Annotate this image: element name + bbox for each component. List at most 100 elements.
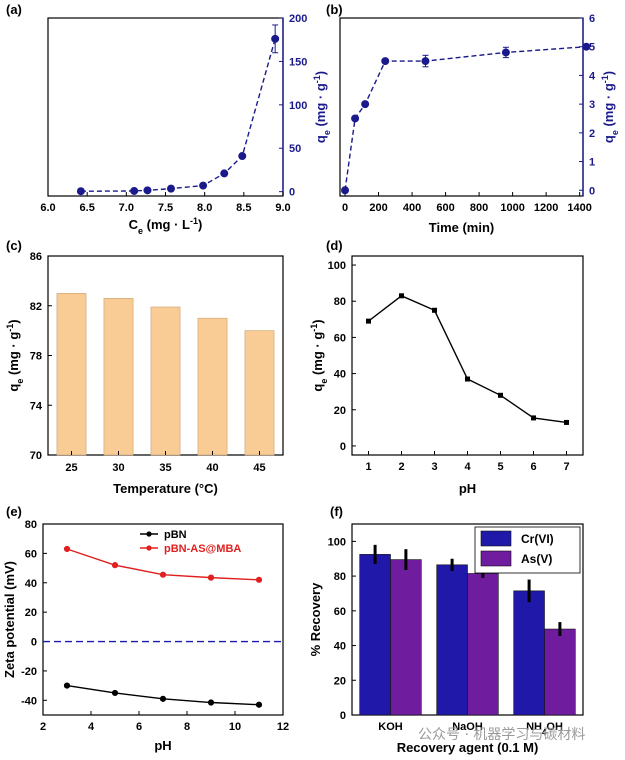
data-point-d (432, 307, 437, 313)
y-tick-label-e: 60 (25, 548, 37, 560)
x-axis-label-d: pH (459, 481, 476, 496)
bar-c (56, 293, 87, 456)
x-axis-label-a: Ce (mg · L-1) (129, 216, 203, 236)
y-tick-label-d: 80 (334, 296, 346, 308)
x-tick-label-b: 1400 (567, 202, 591, 214)
data-point-b (421, 57, 430, 66)
y-tick-label-a: 200 (289, 13, 307, 25)
x-tick-label-e: 6 (136, 721, 142, 733)
x-tick-label-d: 5 (497, 461, 503, 473)
data-point-a (166, 184, 175, 193)
data-point-e-1 (159, 571, 167, 578)
x-tick-label-b: 1200 (534, 202, 558, 214)
y-tick-label-c: 82 (30, 301, 42, 313)
y-tick-label-f: 40 (334, 641, 346, 653)
x-tick-label-b: 0 (342, 202, 348, 214)
data-point-e-0 (159, 695, 167, 702)
data-point-d (399, 293, 404, 299)
x-tick-label-e: 10 (229, 721, 241, 733)
y-tick-label-a: 0 (289, 187, 295, 199)
y-tick-label-e: 0 (31, 637, 37, 649)
y-tick-label-b: 6 (589, 13, 595, 25)
series-line-a (80, 38, 276, 192)
y-tick-label-b: 4 (589, 70, 596, 82)
series-line-d (368, 294, 567, 424)
bar-c (197, 317, 228, 456)
x-tick-label-b: 800 (470, 202, 488, 214)
y-tick-label-d: 100 (328, 260, 346, 272)
x-tick-label-a: 8.5 (236, 202, 251, 214)
y-tick-label-f: 60 (334, 606, 346, 618)
y-axis-label-e: Zeta potential (mV) (2, 561, 17, 678)
plot-frame-e (42, 523, 284, 716)
x-tick-label-e: 12 (277, 721, 289, 733)
data-point-e-0 (255, 701, 263, 708)
y-tick-label-f: 80 (334, 571, 346, 583)
data-point-b (341, 186, 350, 195)
legend-label-e: pBN-AS@MBA (164, 543, 241, 555)
x-tick-label-c: 35 (159, 462, 171, 474)
legend-label-f: As(V) (521, 552, 552, 566)
bar-as (544, 628, 576, 716)
x-tick-label-b: 600 (436, 202, 454, 214)
y-tick-label-c: 70 (30, 450, 42, 462)
y-tick-label-d: 40 (334, 369, 346, 381)
legend-label-e: pBN (164, 529, 187, 541)
y-tick-label-f: 100 (328, 536, 346, 548)
data-point-a (220, 169, 229, 178)
x-tick-label-d: 6 (530, 461, 536, 473)
data-point-a (143, 186, 152, 195)
bar-cr (359, 554, 391, 716)
y-tick-label-e: -40 (21, 695, 37, 707)
y-axis-label-f: % Recovery (308, 582, 323, 656)
x-axis-label-b: Time (min) (429, 220, 495, 235)
x-tick-label-d: 2 (398, 461, 404, 473)
panel-label-b: (b) (326, 2, 343, 17)
x-tick-label-d: 1 (365, 461, 371, 473)
y-tick-label-b: 0 (589, 185, 595, 197)
x-tick-label-e: 4 (88, 721, 95, 733)
x-tick-label-e: 8 (184, 721, 190, 733)
y-tick-label-b: 2 (589, 128, 595, 140)
legend-marker-e (146, 531, 152, 537)
x-tick-label-c: 30 (112, 462, 124, 474)
y-tick-label-c: 78 (30, 351, 42, 363)
data-point-d (366, 318, 371, 324)
y-tick-label-b: 3 (589, 99, 595, 111)
y-tick-label-e: 20 (25, 607, 37, 619)
x-tick-label-c: 25 (65, 462, 77, 474)
x-axis-label-c: Temperature (°C) (113, 481, 218, 496)
legend-swatch-f (480, 550, 512, 567)
bar-c (103, 297, 134, 456)
y-tick-label-f: 20 (334, 675, 346, 687)
data-point-a (199, 181, 208, 190)
data-point-d (498, 392, 503, 398)
panel-label-e: (e) (6, 504, 22, 519)
series-line-b (344, 46, 587, 191)
x-tick-label-d: 4 (464, 461, 471, 473)
x-tick-label-b: 1000 (500, 202, 524, 214)
data-point-d (465, 376, 470, 382)
bar-c (244, 330, 275, 456)
data-point-b (582, 42, 591, 51)
watermark-text: 公众号 · 机器学习与碳材料 (418, 727, 586, 743)
panel-label-f: (f) (330, 504, 343, 519)
x-tick-label-d: 7 (563, 461, 569, 473)
y-tick-label-a: 150 (289, 56, 307, 68)
x-axis-label-e: pH (154, 738, 171, 753)
x-tick-label-b: 200 (369, 202, 387, 214)
panel-label-a: (a) (6, 2, 22, 17)
data-point-e-1 (63, 545, 71, 553)
plot-frame-d (351, 255, 584, 456)
x-tick-label-c: 40 (206, 462, 218, 474)
x-tick-label-e: 2 (40, 721, 46, 733)
legend-swatch-f (480, 530, 512, 547)
x-tick-label-a: 6.0 (40, 202, 55, 214)
x-tick-label-a: 7.0 (119, 202, 134, 214)
y-tick-label-b: 1 (589, 157, 595, 169)
y-tick-label-c: 86 (30, 251, 42, 263)
y-tick-label-b: 5 (589, 42, 595, 54)
y-tick-label-d: 60 (334, 332, 346, 344)
y-axis-label-b: qe (mg · g-1) (600, 71, 620, 143)
